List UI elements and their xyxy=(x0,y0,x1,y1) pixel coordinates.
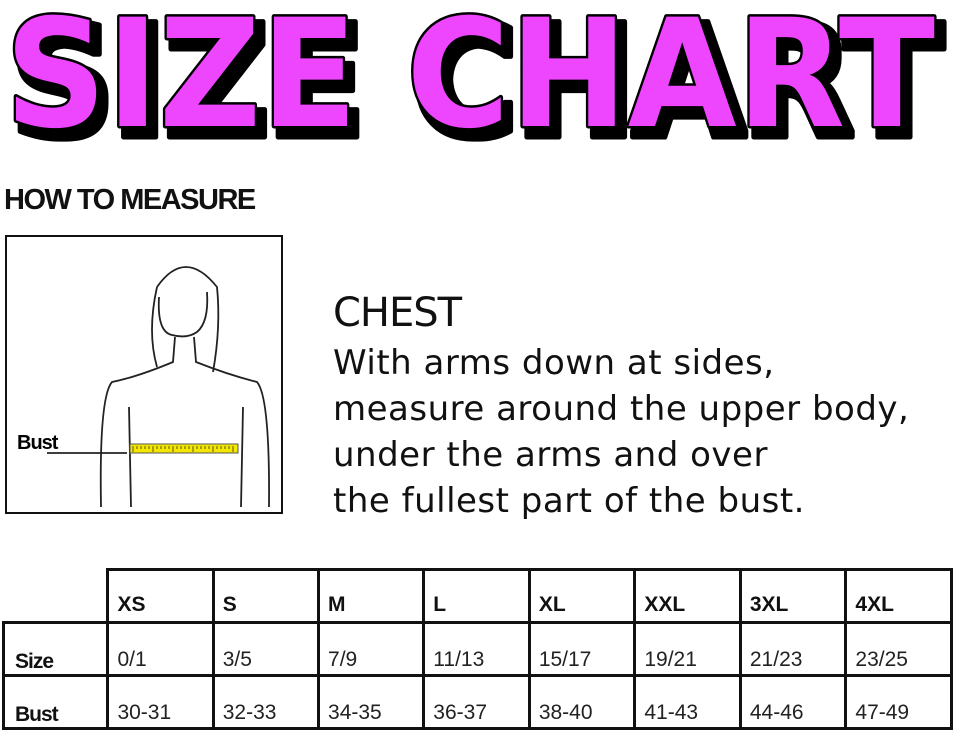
table-cell: 15/17 xyxy=(527,621,637,677)
size-header: M xyxy=(317,568,426,624)
table-cell: 47-49 xyxy=(844,674,953,730)
size-table: XS S M L XL XXL 3XL 4XL Size 0/1 3/5 7/9… xyxy=(1,568,953,730)
chest-heading: CHEST xyxy=(333,290,462,336)
title-text: SIZE CHART xyxy=(5,0,935,150)
table-row: Size 0/1 3/5 7/9 11/13 15/17 19/21 21/23… xyxy=(1,621,953,677)
table-cell: 32-33 xyxy=(211,674,321,730)
size-header: XS xyxy=(106,568,215,624)
table-cell: 11/13 xyxy=(422,621,531,677)
row-label: Size xyxy=(1,621,110,677)
table-cell: 7/9 xyxy=(317,621,426,677)
chest-instruction-line: With arms down at sides, xyxy=(333,343,775,383)
table-cell: 34-35 xyxy=(317,674,426,730)
size-header: XL xyxy=(527,568,637,624)
chest-instruction-line: the fullest part of the bust. xyxy=(333,481,805,521)
table-cell: 38-40 xyxy=(527,674,637,730)
measuring-tape xyxy=(129,443,239,454)
measurement-figure: Bust xyxy=(5,235,283,514)
table-cell: 3/5 xyxy=(211,621,321,677)
empty-corner xyxy=(3,569,110,623)
chest-instruction-line: measure around the upper body, xyxy=(333,389,910,429)
table-cell: 44-46 xyxy=(738,674,848,730)
table-cell: 41-43 xyxy=(633,674,742,730)
table-cell: 36-37 xyxy=(422,674,531,730)
size-header: 3XL xyxy=(738,568,848,624)
table-cell: 30-31 xyxy=(106,674,215,730)
size-header: L xyxy=(422,568,531,624)
table-cell: 21/23 xyxy=(738,621,848,677)
size-header: S xyxy=(211,568,321,624)
bust-label: Bust xyxy=(17,432,59,454)
table-header-row: XS S M L XL XXL 3XL 4XL xyxy=(3,568,953,624)
size-header: 4XL xyxy=(844,568,953,624)
table-cell: 23/25 xyxy=(844,621,953,677)
size-chart-title-logo: SIZE CHART xyxy=(3,0,938,150)
size-header: XXL xyxy=(633,568,742,624)
how-to-measure-heading: HOW TO MEASURE xyxy=(4,184,256,216)
table-cell: 0/1 xyxy=(106,621,215,677)
row-label: Bust xyxy=(1,674,110,730)
chest-instruction-line: under the arms and over xyxy=(333,435,768,475)
woman-outline-illustration: Bust xyxy=(17,266,270,508)
table-row: Bust 30-31 32-33 34-35 36-37 38-40 41-43… xyxy=(1,674,953,730)
table-cell: 19/21 xyxy=(633,621,742,677)
